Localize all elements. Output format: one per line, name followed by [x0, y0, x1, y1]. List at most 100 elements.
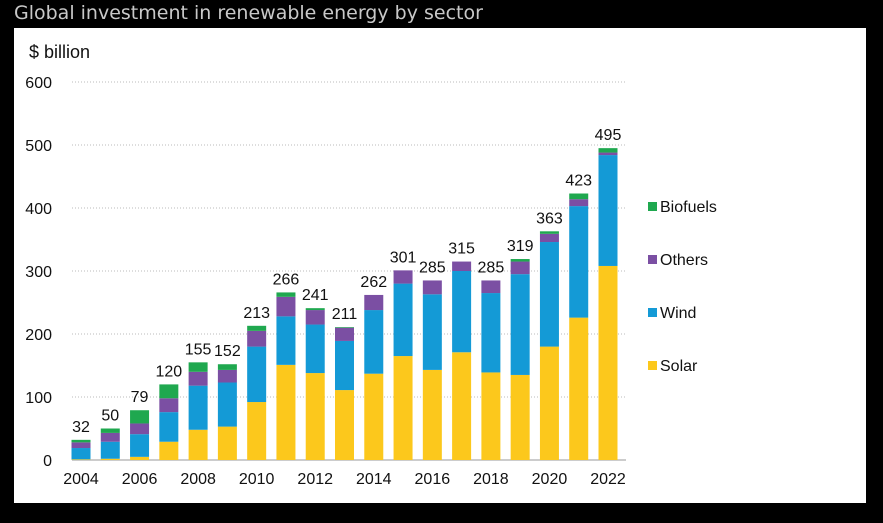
x-tick-label: 2008: [180, 471, 216, 488]
bar-segment-solar: [100, 458, 120, 460]
bar-segment-others: [188, 371, 208, 386]
bar-segment-wind: [364, 310, 384, 374]
y-tick-label: 100: [25, 390, 52, 407]
x-tick-label: 2020: [532, 471, 568, 488]
legend-label-wind: Wind: [660, 305, 696, 322]
data-label-total: 315: [448, 241, 475, 258]
data-label-total: 32: [72, 419, 90, 436]
data-label-total: 120: [155, 363, 182, 380]
data-label-total: 211: [332, 306, 358, 323]
bar-segment-biofuels: [71, 439, 91, 443]
legend-swatch-solar: [648, 361, 657, 370]
bar-segment-wind: [247, 346, 267, 403]
bar-segment-others: [481, 280, 501, 294]
bar-segment-wind: [481, 293, 501, 373]
bar-segment-others: [159, 398, 179, 413]
bar-segment-solar: [335, 390, 354, 460]
bar-segment-solar: [305, 373, 325, 460]
bar-segment-solar: [452, 352, 472, 460]
data-label-total: 423: [565, 173, 592, 190]
y-tick-label: 0: [43, 453, 52, 470]
bar-segment-solar: [569, 317, 589, 460]
bar-segment-solar: [188, 429, 208, 460]
bar-segment-wind: [305, 324, 325, 374]
bar-segment-others: [247, 330, 267, 347]
bar-segment-wind: [598, 155, 618, 266]
x-tick-label: 2014: [356, 471, 392, 488]
bar-segment-others: [335, 327, 354, 341]
bar-segment-wind: [539, 242, 559, 347]
legend-label-biofuels: Biofuels: [660, 199, 717, 216]
bar-segment-others: [100, 432, 120, 442]
chart-panel: $ billion 0 100 200 300 400 500 600 32 50 79 120 15…: [14, 28, 866, 503]
bar-segment-wind: [188, 385, 208, 430]
data-label-total: 50: [101, 408, 119, 425]
bar-segment-biofuels: [100, 428, 120, 433]
bar-segment-wind: [335, 340, 354, 391]
bar-segment-others: [71, 442, 91, 449]
bar-segment-solar: [422, 369, 442, 460]
bar-segment-others: [276, 296, 296, 317]
x-tick-label: 2012: [297, 471, 333, 488]
bar-segment-biofuels: [305, 308, 325, 311]
bar-segment-biofuels: [247, 325, 267, 331]
legend-swatch-others: [648, 255, 657, 264]
bar-segment-solar: [481, 372, 501, 460]
bar-segment-solar: [393, 356, 413, 460]
x-tick-label: 2018: [473, 471, 509, 488]
bar-segment-others: [130, 423, 150, 435]
bar-segment-wind: [217, 382, 237, 427]
data-label-total: 79: [131, 389, 149, 406]
data-label-total: 241: [302, 287, 329, 304]
chart-title: Global investment in renewable energy by…: [14, 2, 483, 24]
data-label-total: 319: [507, 238, 534, 255]
data-label-total: 285: [478, 259, 505, 276]
legend-swatch-biofuels: [648, 202, 657, 211]
bar-segment-others: [510, 261, 530, 275]
bar-segment-biofuels: [159, 384, 179, 399]
y-tick-label: 200: [25, 327, 52, 344]
bar-segment-wind: [276, 316, 296, 365]
bar-segment-biofuels: [276, 292, 296, 297]
legend-swatch-wind: [648, 308, 657, 317]
x-tick-label: 2022: [590, 471, 626, 488]
bar-segment-wind: [510, 274, 530, 375]
bar-segment-others: [305, 310, 325, 325]
bar-segment-biofuels: [510, 259, 530, 262]
bar-segment-wind: [422, 294, 442, 370]
bar-segment-solar: [130, 456, 150, 460]
x-tick-label: 2016: [415, 471, 451, 488]
y-tick-label: 300: [25, 264, 52, 281]
x-tick-label: 2006: [122, 471, 158, 488]
bar-segment-wind: [452, 271, 472, 353]
y-tick-label: 500: [25, 138, 52, 155]
bar-segment-biofuels: [598, 148, 618, 153]
data-label-total: 152: [214, 343, 241, 360]
bar-segment-solar: [159, 441, 179, 460]
bar-segment-others: [569, 199, 589, 207]
y-axis-label: $ billion: [29, 42, 90, 62]
bar-segment-others: [364, 294, 384, 311]
data-label-total: 213: [243, 305, 270, 322]
bar-segment-biofuels: [188, 362, 208, 372]
bar-segment-solar: [217, 426, 237, 460]
bar-segment-solar: [364, 373, 384, 460]
bar-segment-wind: [100, 441, 120, 459]
bar-segment-solar: [71, 459, 91, 460]
bar-segment-others: [217, 369, 237, 383]
bar-segment-others: [422, 280, 442, 295]
bar-segment-solar: [276, 364, 296, 460]
bar-segment-biofuels: [130, 410, 150, 424]
bar-segment-biofuels: [217, 364, 237, 370]
data-label-total: 155: [185, 341, 212, 358]
bar-segment-wind: [71, 448, 91, 460]
legend-label-others: Others: [660, 252, 708, 269]
bar-segment-wind: [569, 206, 589, 318]
x-tick-label: 2010: [239, 471, 275, 488]
bar-segment-others: [452, 261, 472, 271]
bar-segment-solar: [510, 374, 530, 460]
bar-segment-solar: [539, 346, 559, 460]
bar-segment-others: [393, 270, 413, 284]
data-label-total: 363: [536, 210, 563, 227]
bar-segment-wind: [393, 283, 413, 357]
